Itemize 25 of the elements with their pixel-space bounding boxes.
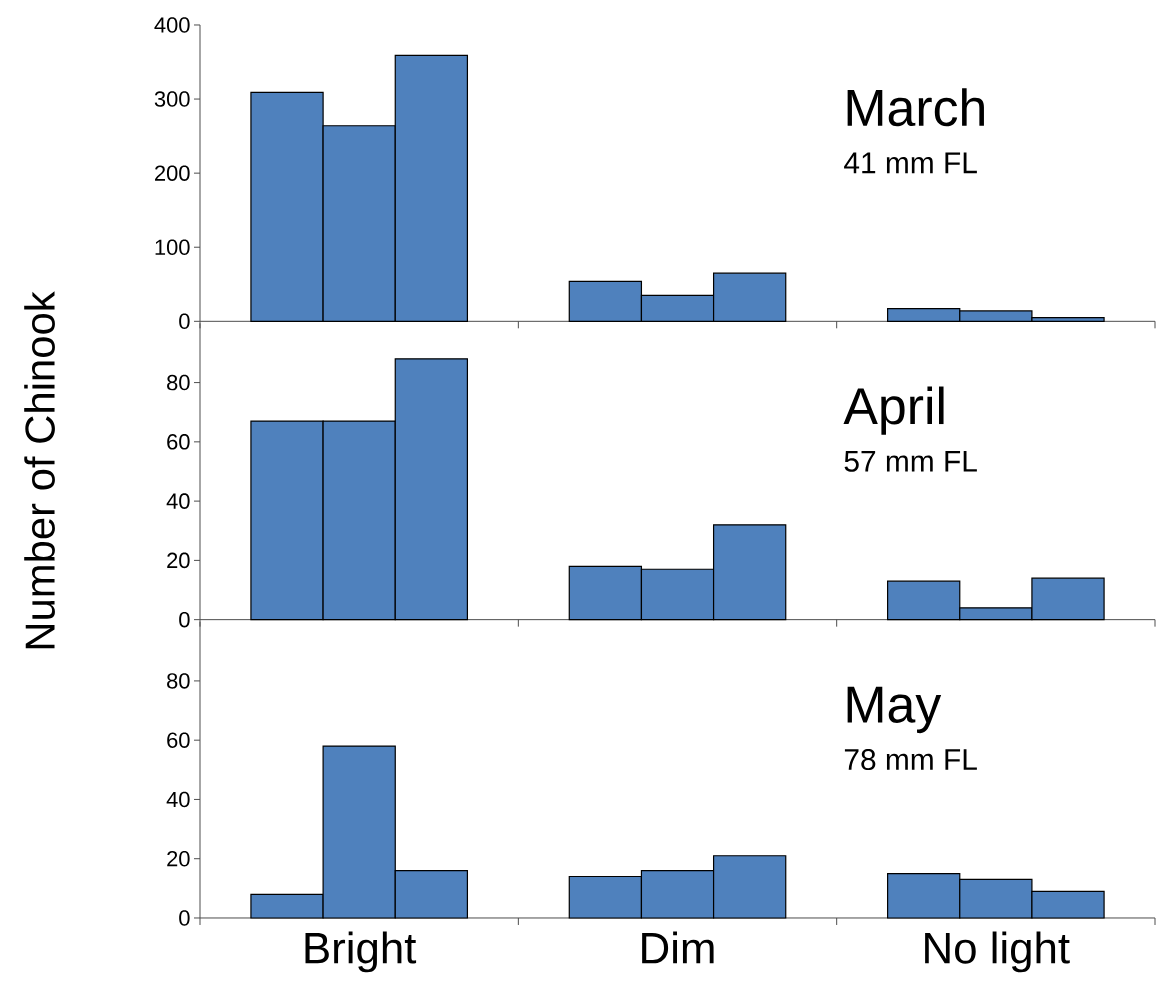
- y-tick-label: 60: [167, 732, 190, 748]
- y-tick-label: 300: [154, 91, 190, 107]
- y-tick-label: 40: [166, 493, 190, 509]
- text: April: [843, 386, 944, 435]
- y-tick-label: 80: [167, 374, 190, 391]
- y-tick-label: 200: [155, 165, 190, 181]
- y-tick-label: 0: [179, 910, 190, 926]
- y-tick-label: 0: [179, 611, 190, 628]
- y-tick-label: 20: [167, 552, 190, 569]
- y-tick-label: 20: [167, 850, 190, 867]
- y-tick-label: 40: [166, 791, 190, 808]
- x-tick-label: No light: [925, 931, 1070, 973]
- text: 57 mm FL: [844, 450, 977, 472]
- y-tick-label: 60: [167, 434, 190, 450]
- text: 41 mm FL: [844, 152, 977, 174]
- text: May: [847, 686, 942, 734]
- y-tick-label: 400: [154, 17, 190, 33]
- y-tick-label: 100: [155, 239, 190, 255]
- x-tick-label: Bright: [305, 931, 417, 973]
- y-tick-label: 0: [179, 313, 190, 330]
- x-tick-label: Dim: [642, 931, 714, 964]
- text: March: [847, 88, 984, 127]
- y-tick-label: 80: [167, 673, 190, 689]
- y-axis-title: Number of Chinook: [24, 291, 55, 649]
- text: 78 mm FL: [844, 748, 977, 771]
